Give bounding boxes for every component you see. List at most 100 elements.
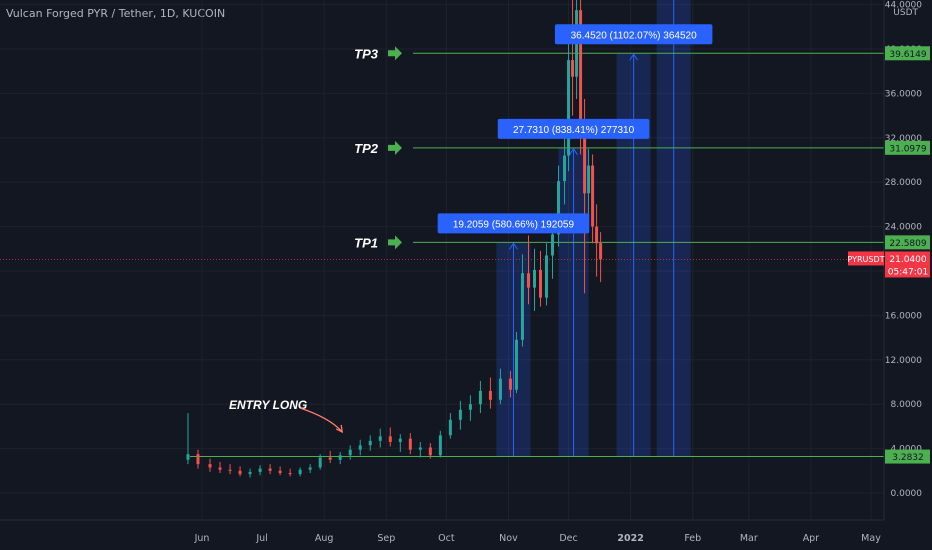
x-tick-label: Dec: [559, 533, 577, 544]
current-price-value: 21.0400: [889, 255, 926, 265]
candle-body: [398, 438, 402, 442]
grid: [0, 0, 884, 520]
x-tick-label: Nov: [499, 533, 518, 544]
x-tick-label: Aug: [315, 533, 334, 544]
candle-body: [587, 165, 591, 194]
x-tick-label: 2022: [617, 533, 643, 544]
candle-body: [248, 471, 252, 475]
x-tick-label: Oct: [438, 533, 455, 544]
projection-label: 27.7310 (838.41%) 277310: [513, 125, 635, 136]
candle-body: [338, 455, 342, 460]
candle-body: [238, 470, 242, 475]
candle-body: [539, 269, 543, 298]
candle-body: [526, 273, 530, 288]
level-price-tag: [885, 140, 930, 155]
y-tick-label: 36.0000: [885, 89, 922, 99]
x-tick-label: Sep: [377, 533, 395, 544]
target-arrow-icon: [388, 140, 402, 155]
candle-body: [298, 469, 302, 475]
projection-arrow-head: [569, 147, 578, 156]
target-arrow-icon: [388, 235, 402, 250]
projection-label-box: [437, 213, 590, 234]
target-label-tp1: TP1: [354, 235, 378, 250]
candle-body: [418, 447, 422, 450]
candle-body: [186, 454, 190, 460]
projection-arrow-head: [629, 53, 639, 61]
candle-body: [428, 447, 432, 456]
projection-label: 36.4520 (1102.07%) 364520: [571, 30, 697, 41]
level-price-value: 22.5809: [889, 239, 926, 249]
candle-body: [368, 440, 372, 446]
candle-body: [288, 473, 292, 475]
level-price-tag: [885, 235, 930, 250]
candle-body: [218, 467, 222, 470]
candle-body: [408, 438, 412, 450]
candle-body: [378, 436, 382, 441]
x-tick-label: Jul: [255, 533, 267, 544]
candle-body: [318, 457, 322, 468]
candle-body: [388, 436, 392, 442]
x-tick-label: Apr: [803, 533, 820, 544]
y-tick-label: 28.0000: [885, 178, 922, 188]
candle-body: [599, 243, 603, 260]
candle-body: [328, 457, 332, 460]
projection-arrow-head: [509, 242, 518, 250]
time-axis: Jun Jul Aug Sep Oct Nov Dec 2022 Feb Mar Apr May: [0, 519, 884, 544]
candle-body: [438, 435, 442, 456]
candle-body: [551, 234, 555, 256]
symbol-tag-text: PYRUSDT: [847, 255, 884, 264]
candle-body: [488, 390, 492, 400]
candle-body: [508, 378, 512, 390]
candle-body: [591, 165, 595, 227]
x-tick-label: Mar: [740, 533, 758, 544]
candle-body: [228, 469, 232, 471]
candle-body: [532, 269, 536, 288]
target-arrow-icon: [388, 46, 402, 61]
y-tick-label: 32.0000: [885, 134, 922, 144]
candle-body: [468, 404, 472, 410]
candle-body: [458, 409, 462, 420]
y-tick-label: 12.0000: [885, 356, 922, 366]
x-tick-label: Feb: [684, 533, 701, 544]
level-price-value: 39.6149: [889, 50, 926, 60]
target-label-tp2: TP2: [354, 141, 379, 156]
level-price-tag: [885, 449, 930, 464]
candle-body: [514, 339, 518, 390]
level-price-tag: [885, 46, 930, 61]
x-tick-label: May: [861, 533, 881, 544]
projection-label-box: [497, 118, 650, 139]
candle-body: [583, 126, 587, 194]
entry-arrow: [299, 407, 343, 433]
candle-body: [557, 181, 561, 235]
candle-body: [258, 468, 262, 472]
countdown-value: 05:47:01: [888, 267, 928, 277]
candle-body: [520, 273, 524, 340]
level-price-value: 31.0979: [889, 144, 926, 154]
candle-body: [498, 378, 502, 400]
symbol-tag: [848, 251, 884, 266]
y-tick-label: 44.0000: [885, 1, 922, 11]
candle-body: [208, 464, 212, 468]
y-tick-label: 8.0000: [891, 400, 923, 410]
current-price-tag: [885, 251, 930, 278]
candle-body: [348, 449, 352, 456]
levels: [190, 52, 884, 458]
candle-body: [545, 255, 549, 298]
candle-body: [448, 419, 452, 436]
y-tick-label: 24.0000: [885, 223, 922, 233]
entry-arrow-head: [335, 424, 344, 434]
projection-label-box: [554, 24, 713, 45]
candle-body: [308, 467, 312, 470]
candle-body: [196, 454, 200, 465]
projection-label: 19.2059 (580.66%) 192059: [453, 219, 575, 230]
candle-body: [563, 155, 567, 182]
entry-long-label: ENTRY LONG: [229, 398, 307, 412]
candle-body: [595, 226, 599, 244]
candle-body: [571, 60, 575, 77]
candle-body: [478, 390, 482, 405]
y-tick-label: 16.0000: [885, 311, 922, 321]
candle-body: [358, 445, 362, 450]
candle-body: [268, 468, 272, 471]
level-price-value: 3.2832: [892, 453, 924, 463]
